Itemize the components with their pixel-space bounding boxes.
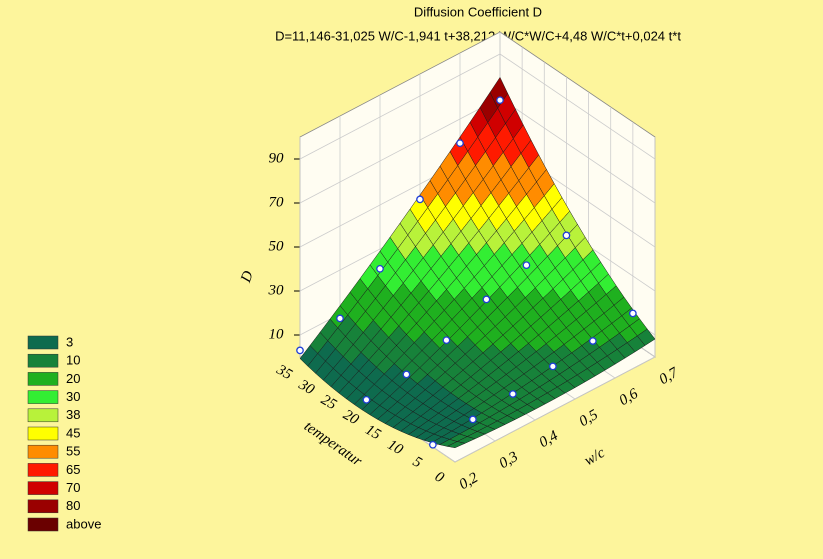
x-tick-label: 0,4 — [537, 428, 562, 451]
legend-label: 20 — [66, 371, 80, 386]
legend-label: above — [66, 516, 101, 531]
y-tick-label: 35 — [273, 361, 295, 383]
data-point — [589, 337, 597, 345]
data-point — [416, 195, 424, 204]
y-tick-label: 30 — [295, 376, 317, 398]
legend-label: 3 — [66, 334, 73, 349]
data-point — [362, 395, 371, 404]
y-tick-label: 10 — [385, 437, 406, 459]
legend-label: 38 — [66, 407, 80, 422]
z-tick-label: 50 — [269, 238, 285, 254]
data-point — [509, 390, 517, 398]
chart-title: Diffusion Coefficient D — [414, 4, 542, 19]
y-tick-label: 25 — [318, 392, 339, 414]
surface-cell — [446, 441, 466, 449]
y-tick-label: 5 — [410, 454, 425, 472]
z-tick-label: 30 — [268, 282, 285, 298]
data-point — [336, 314, 344, 323]
legend-label: 45 — [66, 425, 80, 440]
data-point — [376, 264, 384, 273]
z-axis-label: D — [238, 269, 257, 286]
x-axis-label: w/c — [582, 445, 608, 469]
data-point — [429, 440, 437, 449]
legend-label: 30 — [66, 389, 80, 404]
z-tick-label: 10 — [269, 326, 285, 342]
legend-label: 65 — [66, 462, 80, 477]
data-point — [469, 415, 477, 424]
legend-swatch — [27, 408, 59, 423]
y-tick-label: 20 — [340, 407, 361, 429]
data-point — [549, 362, 557, 371]
data-point — [456, 139, 464, 148]
legend-label: 10 — [66, 353, 80, 368]
x-tick-label: 0,5 — [577, 407, 602, 430]
data-point — [402, 370, 411, 379]
legend-swatch — [27, 499, 59, 514]
legend-swatch — [27, 463, 59, 477]
x-tick-label: 0,6 — [617, 386, 642, 409]
data-point — [442, 336, 451, 345]
legend-swatch — [27, 426, 59, 441]
y-tick-label: 15 — [362, 422, 383, 444]
data-point — [482, 295, 491, 304]
z-tick-label: 70 — [269, 194, 285, 210]
x-tick-label: 0,2 — [457, 470, 482, 493]
chart-subtitle: D=11,146-31,025 W/C-1,941 t+38,212 W/C*W… — [275, 28, 681, 43]
data-point — [629, 309, 637, 318]
legend-swatch — [27, 517, 59, 532]
y-tick-label: 0 — [432, 469, 447, 487]
legend-swatch — [27, 335, 59, 350]
x-tick-label: 0,7 — [657, 364, 683, 388]
legend-swatch — [27, 444, 59, 459]
legend-swatch — [27, 481, 59, 495]
grid-line — [454, 137, 656, 463]
data-point — [522, 261, 531, 270]
legend-swatch — [27, 390, 59, 404]
y-axis-label: temperatur — [301, 418, 365, 469]
legend-swatch — [27, 353, 59, 368]
legend-label: 55 — [66, 444, 80, 459]
z-tick-label: 90 — [269, 150, 285, 166]
legend-label: 80 — [66, 498, 80, 513]
x-tick-label: 0,3 — [497, 449, 521, 472]
data-point — [296, 346, 304, 355]
legend-swatch — [27, 372, 59, 386]
data-point — [562, 231, 571, 240]
legend-label: 70 — [66, 480, 80, 495]
data-point — [496, 96, 504, 105]
